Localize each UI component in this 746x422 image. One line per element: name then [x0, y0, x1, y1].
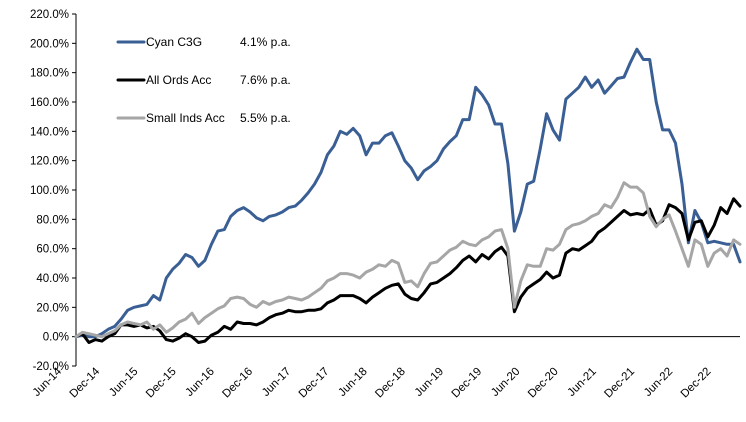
legend-item-2: All Ords Acc 7.6% p.a. [116, 73, 291, 87]
y-tick-label: 180.0% [30, 68, 69, 80]
x-tick-label: Dec-16 [220, 366, 255, 401]
y-tick-label: 40.0% [36, 273, 69, 285]
legend-series-name: Cyan C3G [146, 35, 202, 49]
y-tick-label: 140.0% [30, 126, 69, 138]
axes: -20.0% 0.0% 20.0% 40.0% 60.0% 80.0% 100.0% 120.… [30, 9, 740, 400]
x-tick-label: Jun-18 [336, 366, 369, 399]
y-tick-label: 0.0% [43, 332, 69, 344]
x-tick-label: Jun-15 [107, 366, 140, 399]
x-tick-label: Dec-19 [450, 366, 485, 401]
x-tick-label: Dec-15 [144, 366, 179, 401]
x-tick-label: Jun-16 [184, 366, 217, 399]
legend-item-3: Small Inds Acc 5.5% p.a. [116, 111, 291, 125]
legend-series-return: 4.1% p.a. [240, 35, 291, 49]
y-tick-label: 100.0% [30, 185, 69, 197]
y-tick-label: 80.0% [36, 214, 69, 226]
series-lines [74, 47, 742, 344]
x-tick-label: Jun-17 [260, 366, 293, 399]
legend-series-return: 5.5% p.a. [240, 111, 291, 125]
x-tick-label: Dec-22 [679, 366, 714, 401]
legend: Cyan C3G 4.1% p.a. All Ords Acc 7.6% p.a. Sm… [116, 35, 291, 125]
y-tick-label: 120.0% [30, 156, 69, 168]
y-tick-label: 160.0% [30, 97, 69, 109]
legend-series-return: 7.6% p.a. [240, 73, 291, 87]
legend-series-name: All Ords Acc [146, 73, 211, 87]
x-tick-label: Jun-20 [489, 366, 522, 399]
y-tick-label: 220.0% [30, 9, 69, 21]
y-tick-label: 20.0% [36, 302, 69, 314]
series-line-1 [74, 47, 742, 339]
x-tick-label: Jun-21 [566, 366, 599, 399]
x-tick-label: Jun-19 [413, 366, 446, 399]
x-tick-label: Dec-20 [526, 366, 561, 401]
y-tick-label: 60.0% [36, 244, 69, 256]
series-line-3 [74, 181, 742, 339]
y-tick-label: -20.0% [33, 361, 69, 373]
x-tick-label: Dec-14 [68, 365, 103, 400]
x-tick-label: Dec-21 [602, 366, 637, 401]
x-tick-label: Dec-18 [373, 366, 408, 401]
legend-item-1: Cyan C3G 4.1% p.a. [116, 35, 291, 49]
series-line-2 [74, 197, 742, 344]
x-tick-label: Dec-17 [297, 366, 332, 401]
x-tick-label: Jun-22 [642, 366, 675, 399]
legend-series-name: Small Inds Acc [146, 111, 225, 125]
y-tick-label: 200.0% [30, 38, 69, 50]
